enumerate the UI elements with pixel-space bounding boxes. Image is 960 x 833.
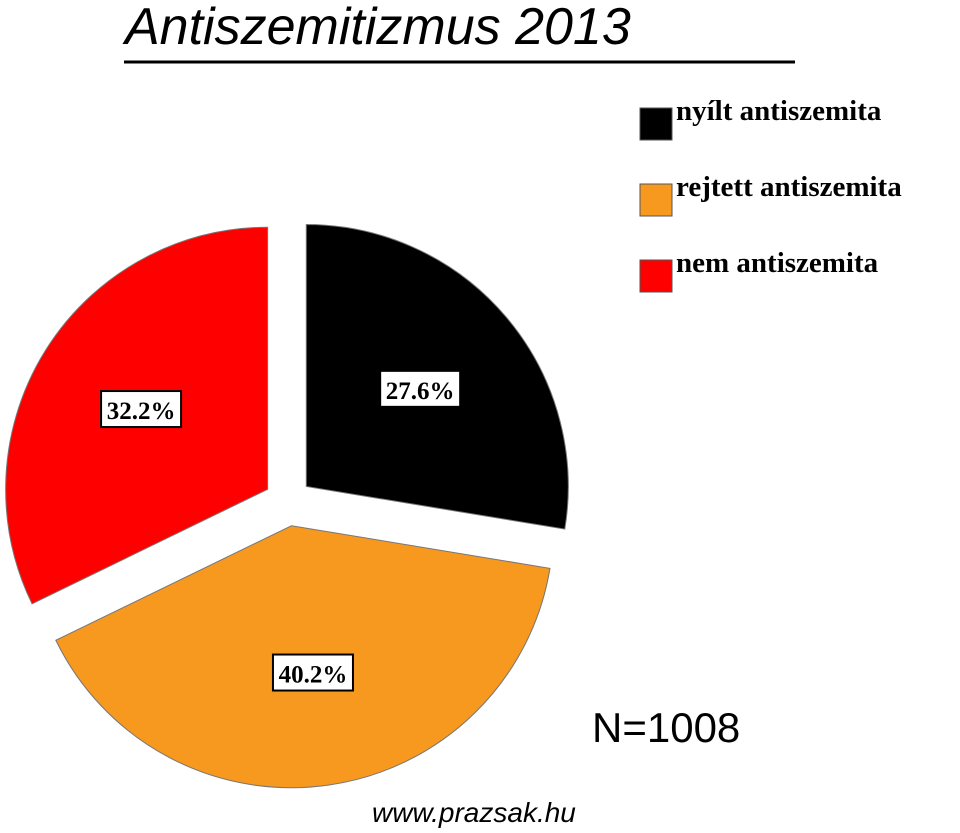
legend-swatch (639, 183, 673, 217)
legend-swatch (639, 259, 673, 293)
label-box (379, 369, 462, 408)
data-label: 27.6% (386, 378, 455, 405)
legend-label: nem antiszemita (676, 247, 879, 279)
legend-label: rejtett antiszemita (676, 171, 902, 203)
legend-swatch (639, 107, 673, 141)
label-box (271, 653, 354, 692)
data-label: 40.2% (279, 662, 348, 689)
label-box (100, 390, 183, 429)
annotation: N=1008 (592, 704, 740, 751)
source: www.prazsak.hu (372, 797, 576, 828)
chart-title: Antiszemitizmus 2013 (122, 0, 631, 56)
data-label: 32.2% (107, 398, 176, 425)
legend-label: nyílt antiszemita (676, 95, 882, 127)
